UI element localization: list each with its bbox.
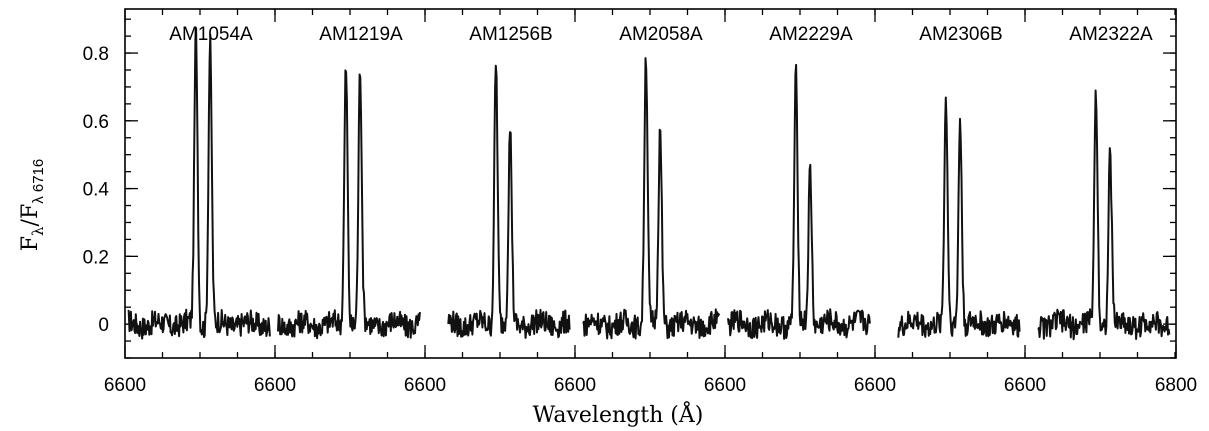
x-tick-label: 6600 xyxy=(854,375,896,396)
y-axis-title-main: F xyxy=(18,236,43,251)
x-tick-label: 6600 xyxy=(104,375,146,396)
x-tick-label: 6600 xyxy=(254,375,296,396)
y-tick-label: 0.4 xyxy=(83,180,110,201)
spectrum-line-AM1219A xyxy=(277,69,421,340)
panel-label: AM2229A xyxy=(769,24,853,45)
spectrum-line-AM2306B xyxy=(897,96,1021,338)
x-axis-title: Wavelength (Å) xyxy=(533,400,704,428)
panel-label: AM2322A xyxy=(1069,24,1153,45)
spectrum-line-AM1256B xyxy=(447,64,571,339)
spectrum-line-AM2322A xyxy=(1037,89,1171,341)
x-tick-label: 6600 xyxy=(704,375,746,396)
spectra-panels: AM1054A AM1219A AM1256B AM2058A AM2229A AM230… xyxy=(127,24,1171,341)
y-axis-title-sep: /F xyxy=(18,204,43,227)
y-tick-label: 0.6 xyxy=(83,112,109,133)
y-axis-title-sub2: λ 6716 xyxy=(30,159,47,204)
y-tick-label: 0 xyxy=(98,315,109,336)
y-axis-title: Fλ/Fλ 6716 xyxy=(18,159,47,252)
panel-label: AM1054A xyxy=(169,24,253,45)
x-tick-label: 6600 xyxy=(404,375,446,396)
y-axis-title-sub1: λ xyxy=(29,226,47,236)
x-tick-label: 6600 xyxy=(1004,375,1046,396)
spectrum-line-AM1054A xyxy=(127,27,271,340)
y-tick-label: 0.8 xyxy=(83,44,109,65)
spectrum-line-AM2229A xyxy=(727,63,871,340)
panel-label: AM1256B xyxy=(469,24,552,45)
y-axis: 0 0.2 0.4 0.6 0.8 xyxy=(83,18,1176,359)
panel-label: AM2058A xyxy=(619,24,703,45)
y-tick-label: 0.2 xyxy=(83,247,109,268)
x-tick-label: 6800 xyxy=(1155,375,1197,396)
x-tick-label: 6600 xyxy=(554,375,596,396)
panel-label: AM1219A xyxy=(319,24,403,45)
spectrum-line-AM2058A xyxy=(582,57,721,340)
panel-label: AM2306B xyxy=(919,24,1002,45)
x-axis: 6600 6600 6600 6600 6600 6600 6600 6800 xyxy=(104,9,1197,396)
